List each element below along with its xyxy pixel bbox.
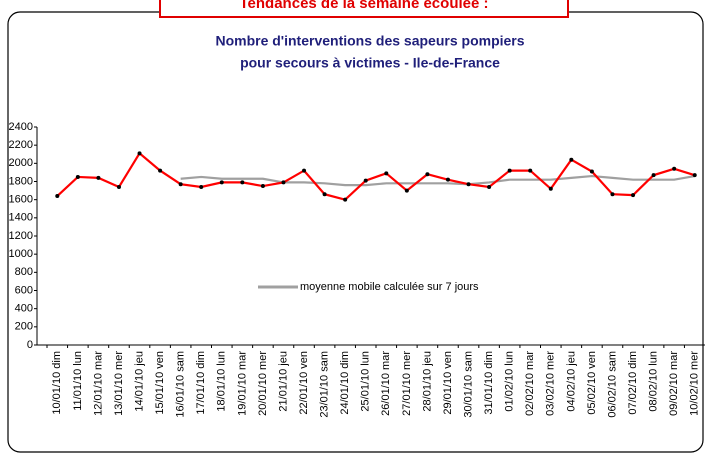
point <box>322 192 327 197</box>
chart-title: Nombre d'interventions des sapeurs pompi… <box>215 33 524 49</box>
x-tick-label: 04/02/10 jeu <box>565 351 577 412</box>
y-tick-label: 1000 <box>9 248 33 260</box>
header: Tendances de la semaine écoulée : <box>240 0 489 12</box>
point <box>507 168 512 173</box>
y-tick-label: 1600 <box>9 194 33 206</box>
x-tick-label: 10/01/10 dim <box>51 351 63 415</box>
x-tick-label: 13/01/10 mer <box>113 351 125 416</box>
x-tick-label: 09/02/10 mar <box>668 351 680 416</box>
point <box>116 184 121 189</box>
point <box>651 173 656 178</box>
point <box>199 184 204 189</box>
x-tick-label: 16/01/10 sam <box>175 351 187 418</box>
y-tick-label: 2400 <box>9 121 33 133</box>
point <box>528 168 533 173</box>
y-tick-label: 2000 <box>9 157 33 169</box>
point <box>96 175 101 180</box>
x-tick-label: 17/01/10 dim <box>195 351 207 415</box>
x-tick-label: 19/01/10 mar <box>236 351 248 416</box>
point <box>240 180 245 185</box>
point <box>692 173 697 178</box>
x-tick-label: 03/02/10 mer <box>545 351 557 416</box>
point <box>569 157 574 162</box>
y-tick-label: 800 <box>15 266 33 278</box>
x-tick-label: 23/01/10 sam <box>319 351 331 418</box>
series-line <box>180 174 695 187</box>
x-tick-label: 24/01/10 dim <box>339 351 351 415</box>
chart-title: pour secours à victimes - Ile-de-France <box>240 55 500 71</box>
point <box>302 168 307 173</box>
point <box>363 178 368 183</box>
x-tick-label: 26/01/10 mar <box>380 351 392 416</box>
y-tick-label: 0 <box>27 339 33 351</box>
point <box>55 194 60 199</box>
point <box>158 168 163 173</box>
x-tick-label: 10/02/10 mer <box>689 351 701 416</box>
x-tick-label: 07/02/10 dim <box>627 351 639 415</box>
point <box>425 172 430 177</box>
point <box>610 192 615 197</box>
x-tick-label: 12/01/10 mar <box>92 351 104 416</box>
y-tick-label: 1800 <box>9 175 33 187</box>
x-tick-label: 06/02/10 sam <box>606 351 618 418</box>
y-tick-label: 2200 <box>9 139 33 151</box>
x-tick-label: 28/01/10 jeu <box>421 351 433 412</box>
point <box>631 193 636 198</box>
point <box>672 166 677 171</box>
x-tick-label: 14/01/10 jeu <box>133 351 145 412</box>
series-line <box>56 151 696 201</box>
header-box <box>159 0 569 18</box>
x-tick-label: 25/01/10 lun <box>360 351 372 412</box>
point <box>487 184 492 189</box>
point <box>548 186 553 191</box>
y-tick-label: 600 <box>15 284 33 296</box>
x-tick-label: 30/01/10 sam <box>462 351 474 418</box>
x-tick-label: 11/01/10 lun <box>72 351 84 411</box>
point <box>384 171 389 176</box>
point <box>178 182 183 187</box>
x-tick-label: 08/02/10 lun <box>648 351 660 412</box>
point <box>75 174 80 179</box>
point <box>466 182 471 187</box>
x-tick-label: 29/01/10 ven <box>442 351 454 415</box>
point <box>589 169 594 174</box>
point <box>281 180 286 185</box>
x-tick-label: 22/01/10 ven <box>298 351 310 415</box>
x-tick-label: 05/02/10 ven <box>586 351 598 415</box>
x-tick-label: 01/02/10 lun <box>504 351 516 412</box>
y-tick-label: 200 <box>15 321 33 333</box>
point <box>260 184 265 189</box>
point <box>404 188 409 193</box>
x-tick-label: 27/01/10 mer <box>401 351 413 416</box>
point <box>445 177 450 182</box>
y-tick-label: 1400 <box>9 212 33 224</box>
x-tick-label: 15/01/10 ven <box>154 351 166 415</box>
y-tick-label: 400 <box>15 303 33 315</box>
x-tick-label: 02/02/10 mar <box>524 351 536 416</box>
point <box>137 151 142 156</box>
x-tick-label: 20/01/10 mer <box>257 351 269 416</box>
x-tick-label: 31/01/10 dim <box>483 351 495 415</box>
legend-label: moyenne mobile calculée sur 7 jours <box>300 281 479 293</box>
point <box>343 197 348 202</box>
y-tick-label: 1200 <box>9 230 33 242</box>
point <box>219 180 224 185</box>
x-tick-label: 21/01/10 jeu <box>277 351 289 412</box>
x-tick-label: 18/01/10 lun <box>216 351 228 412</box>
